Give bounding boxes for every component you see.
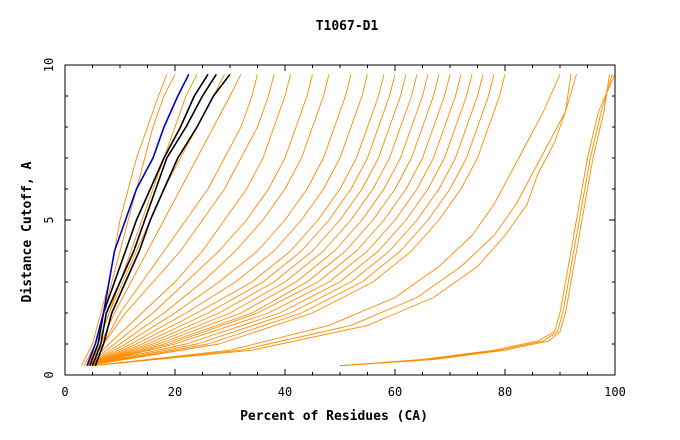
series-line-18 — [86, 74, 396, 367]
series-line-3 — [94, 73, 231, 366]
series-line-2 — [91, 73, 217, 366]
series-line-10 — [86, 74, 258, 366]
x-tick-label: 100 — [604, 385, 626, 399]
series-line-24 — [86, 74, 462, 367]
series-line-33 — [339, 74, 613, 367]
series-line-34 — [339, 74, 610, 367]
series-line-4 — [86, 73, 190, 366]
x-tick-label: 0 — [61, 385, 68, 399]
series-line-16 — [86, 74, 368, 367]
series-line-17 — [86, 74, 385, 367]
series-line-15 — [86, 74, 352, 367]
x-tick-label: 60 — [388, 385, 402, 399]
series-line-32 — [339, 74, 616, 367]
series-layer — [81, 73, 616, 367]
x-tick-label: 40 — [278, 385, 292, 399]
series-line-26 — [86, 74, 484, 367]
chart-title: T1067-D1 — [316, 19, 379, 34]
y-tick-label: 0 — [42, 371, 56, 378]
series-line-20 — [86, 74, 418, 367]
series-line-19 — [86, 74, 407, 367]
y-tick-label: 10 — [42, 58, 56, 72]
x-tick-label: 80 — [498, 385, 512, 399]
series-line-29 — [92, 74, 561, 367]
series-line-11 — [86, 74, 275, 366]
series-line-1 — [89, 73, 209, 366]
series-line-23 — [86, 74, 451, 367]
series-line-21 — [86, 74, 429, 367]
x-tick-label: 20 — [168, 385, 182, 399]
series-line-5 — [81, 74, 168, 366]
series-line-27 — [86, 74, 495, 367]
series-line-25 — [86, 74, 473, 367]
y-axis-label: Distance Cutoff, A — [20, 161, 35, 302]
series-line-28 — [86, 74, 506, 367]
series-line-22 — [86, 74, 440, 367]
y-tick-label: 5 — [42, 216, 56, 223]
series-line-14 — [86, 74, 330, 367]
series-line-30 — [92, 74, 572, 367]
series-line-12 — [86, 74, 291, 367]
series-line-9 — [86, 74, 242, 366]
series-line-31 — [92, 74, 577, 367]
x-axis-label: Percent of Residues (CA) — [240, 409, 428, 424]
series-line-13 — [86, 74, 313, 367]
ticks-layer: 0 20 40 60 80 100 0 5 10 — [42, 58, 626, 399]
